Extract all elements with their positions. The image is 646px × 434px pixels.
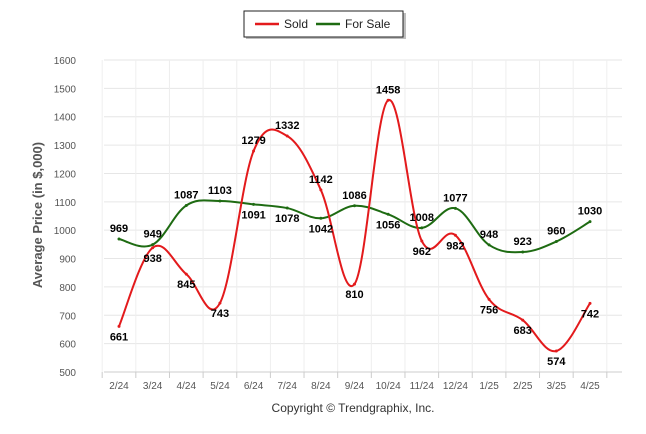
data-point-sold[interactable] bbox=[285, 134, 289, 138]
y-tick-label: 1400 bbox=[54, 113, 77, 124]
data-label-for-sale: 1056 bbox=[376, 219, 400, 231]
data-label-sold: 1142 bbox=[309, 174, 333, 186]
data-point-for-sale[interactable] bbox=[184, 204, 188, 208]
x-tick-label: 2/25 bbox=[513, 381, 533, 392]
data-label-for-sale: 960 bbox=[547, 226, 565, 238]
data-point-sold[interactable] bbox=[184, 272, 188, 276]
data-label-sold: 1458 bbox=[376, 84, 400, 96]
data-point-for-sale[interactable] bbox=[151, 243, 155, 247]
data-point-for-sale[interactable] bbox=[285, 206, 289, 210]
data-label-sold: 938 bbox=[143, 253, 161, 265]
data-label-sold: 661 bbox=[110, 331, 128, 343]
data-point-for-sale[interactable] bbox=[319, 216, 323, 220]
data-labels: 661 938 845 743 1279 1332 1142 810 1458 962 982 756… bbox=[110, 84, 602, 368]
data-label-for-sale: 1087 bbox=[174, 190, 198, 202]
data-label-for-sale: 949 bbox=[143, 229, 161, 241]
data-point-sold[interactable] bbox=[353, 282, 356, 286]
legend-label-sold[interactable]: Sold bbox=[284, 17, 308, 31]
data-label-for-sale: 1030 bbox=[578, 206, 602, 218]
y-axis-title: Average Price (in $,000) bbox=[30, 142, 45, 288]
data-point-sold[interactable] bbox=[319, 188, 323, 192]
x-tick-label: 4/25 bbox=[580, 381, 600, 392]
data-label-sold: 810 bbox=[345, 289, 363, 301]
x-tick-label: 1/25 bbox=[479, 381, 499, 392]
y-tick-label: 1600 bbox=[54, 56, 77, 67]
x-tick-label: 2/24 bbox=[109, 381, 129, 392]
y-tick-label: 1300 bbox=[54, 141, 77, 152]
data-point-sold[interactable] bbox=[117, 324, 121, 328]
data-point-sold[interactable] bbox=[252, 149, 256, 153]
data-label-for-sale: 948 bbox=[480, 229, 498, 241]
data-label-sold: 962 bbox=[413, 246, 431, 258]
x-tick-label: 6/24 bbox=[244, 381, 264, 392]
data-label-sold: 845 bbox=[177, 279, 195, 291]
legend-label-for-sale[interactable]: For Sale bbox=[345, 17, 391, 31]
series-line-sold bbox=[118, 99, 591, 353]
data-point-for-sale[interactable] bbox=[386, 212, 390, 216]
data-label-for-sale: 1091 bbox=[241, 209, 265, 221]
data-point-for-sale[interactable] bbox=[252, 202, 256, 206]
data-point-for-sale[interactable] bbox=[554, 240, 558, 244]
data-label-for-sale: 1042 bbox=[309, 223, 333, 235]
y-tick-label: 1000 bbox=[54, 226, 77, 237]
data-point-for-sale[interactable] bbox=[117, 237, 121, 241]
data-label-sold: 742 bbox=[581, 308, 599, 320]
data-point-sold[interactable] bbox=[521, 318, 525, 322]
grid-lines bbox=[101, 59, 622, 373]
y-tick-label: 500 bbox=[59, 368, 76, 379]
data-label-sold: 756 bbox=[480, 304, 498, 316]
y-tick-label: 1100 bbox=[54, 198, 76, 209]
y-tick-label: 600 bbox=[59, 340, 76, 351]
data-label-for-sale: 1077 bbox=[443, 192, 467, 204]
data-point-for-sale[interactable] bbox=[218, 199, 222, 203]
data-label-sold: 1279 bbox=[241, 135, 265, 147]
copyright-footer: Copyright © Trendgraphix, Inc. bbox=[272, 401, 435, 415]
series-lines bbox=[117, 98, 592, 353]
data-label-for-sale: 1008 bbox=[410, 212, 434, 224]
data-point-for-sale[interactable] bbox=[420, 226, 424, 230]
x-tick-label: 3/25 bbox=[547, 381, 567, 392]
data-label-sold: 683 bbox=[514, 325, 532, 337]
data-label-sold: 743 bbox=[211, 308, 229, 320]
x-tick-label: 8/24 bbox=[311, 381, 331, 392]
y-tick-label: 700 bbox=[59, 311, 76, 322]
data-point-sold[interactable] bbox=[554, 349, 558, 353]
data-point-sold[interactable] bbox=[420, 239, 424, 243]
data-label-sold: 1332 bbox=[275, 120, 299, 132]
data-label-for-sale: 1086 bbox=[342, 190, 366, 202]
x-tick-label: 3/24 bbox=[143, 381, 163, 392]
data-point-for-sale[interactable] bbox=[588, 220, 592, 224]
data-label-for-sale: 1103 bbox=[208, 185, 232, 197]
data-point-for-sale[interactable] bbox=[353, 204, 356, 208]
axes: 500 600 700 800 900 1000 1100 1200 1300 1400 1500 1… bbox=[54, 56, 622, 392]
x-tick-label: 9/24 bbox=[345, 381, 365, 392]
x-tick-label: 11/24 bbox=[410, 381, 435, 392]
data-point-for-sale[interactable] bbox=[487, 243, 491, 247]
data-point-sold[interactable] bbox=[588, 301, 592, 305]
y-tick-label: 1200 bbox=[54, 169, 77, 180]
data-label-for-sale: 923 bbox=[514, 236, 532, 248]
data-point-for-sale[interactable] bbox=[453, 206, 457, 210]
data-label-for-sale: 1078 bbox=[275, 213, 299, 225]
x-tick-label: 5/24 bbox=[210, 381, 230, 392]
data-label-for-sale: 969 bbox=[110, 223, 128, 235]
y-tick-label: 900 bbox=[59, 255, 76, 266]
data-point-sold[interactable] bbox=[487, 297, 491, 301]
x-tick-label: 7/24 bbox=[277, 381, 297, 392]
data-point-for-sale[interactable] bbox=[521, 250, 525, 254]
data-point-sold[interactable] bbox=[218, 301, 222, 305]
y-tick-label: 800 bbox=[59, 283, 76, 294]
data-point-sold[interactable] bbox=[453, 233, 457, 237]
x-tick-label: 10/24 bbox=[376, 381, 401, 392]
data-label-sold: 574 bbox=[547, 356, 566, 368]
legend[interactable]: Sold For Sale bbox=[243, 10, 406, 39]
data-label-sold: 982 bbox=[446, 240, 464, 252]
data-point-sold[interactable] bbox=[151, 246, 155, 250]
y-tick-label: 1500 bbox=[54, 84, 77, 95]
data-point-sold[interactable] bbox=[386, 98, 390, 102]
x-tick-label: 4/24 bbox=[177, 381, 197, 392]
x-tick-label: 12/24 bbox=[443, 381, 468, 392]
